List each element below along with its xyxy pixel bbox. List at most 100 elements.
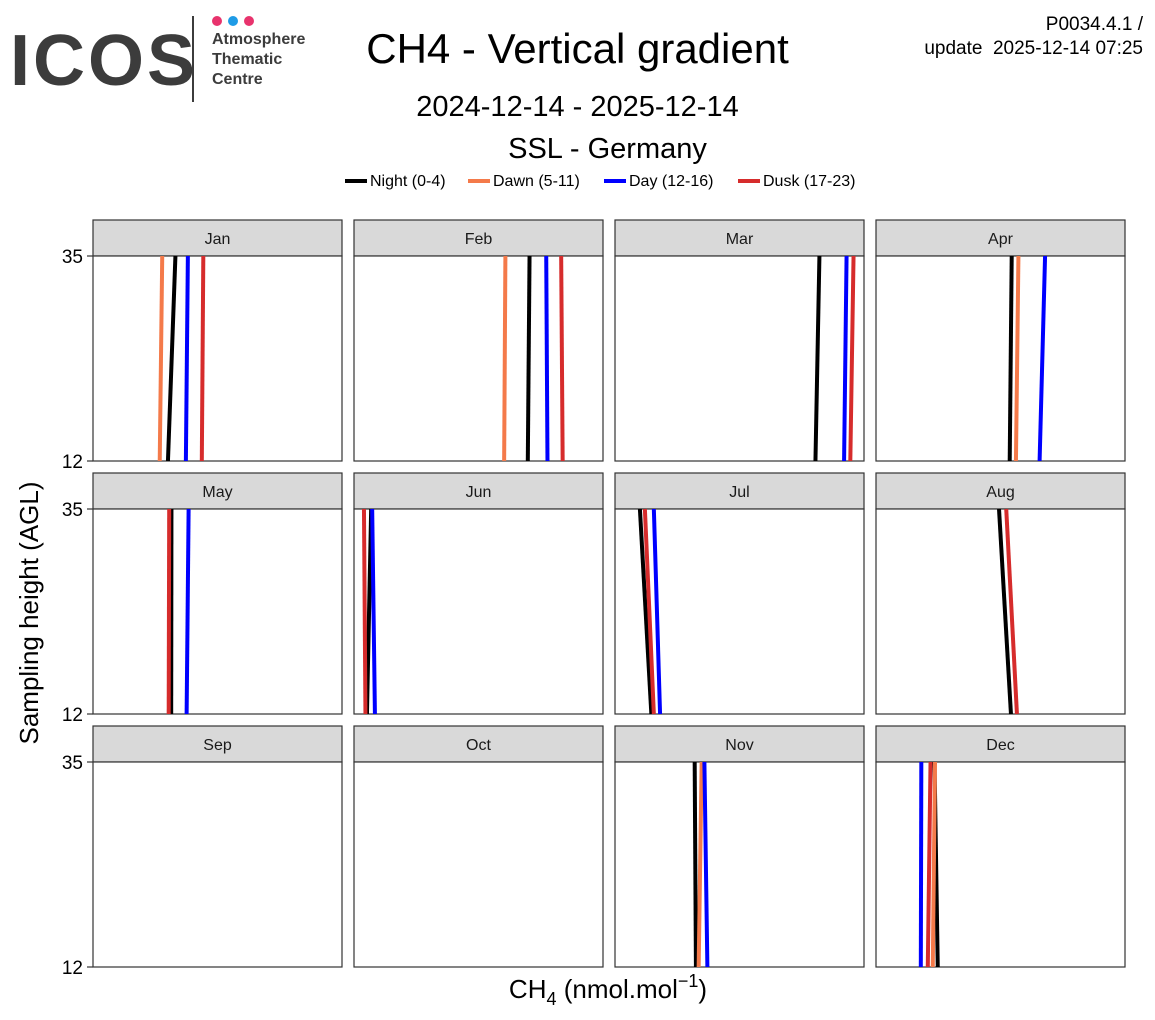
series-line — [692, 761, 698, 968]
logo-line-3: Centre — [212, 71, 263, 88]
series-line — [702, 761, 710, 968]
facet-strip — [92, 219, 343, 257]
series-line — [184, 508, 191, 715]
legend-label: Dusk (17-23) — [763, 173, 856, 190]
chart-header: ICOS Atmosphere Thematic Centre CH4 - Ve… — [0, 0, 1155, 200]
series-line — [637, 508, 654, 715]
facet-panel — [92, 761, 343, 968]
facet-panel — [353, 508, 604, 715]
facet-strip — [614, 219, 865, 257]
series-line — [502, 255, 508, 462]
series-line — [997, 508, 1013, 715]
legend-item: Dawn (5-11) — [468, 170, 580, 194]
logo-dot — [244, 16, 254, 26]
date-range: 2024-12-14 - 2025-12-14 — [416, 91, 739, 123]
series-line — [183, 255, 190, 462]
series-line — [364, 508, 374, 715]
series-line — [1007, 255, 1014, 462]
facet-panel — [353, 761, 604, 968]
facet-label: Oct — [466, 737, 491, 754]
series-line — [157, 255, 165, 462]
facet-strip — [353, 472, 604, 510]
logo-dots-icon — [212, 16, 262, 28]
facet-strip — [614, 725, 865, 763]
series-line — [361, 508, 368, 715]
facet-strip — [875, 219, 1126, 257]
legend-label: Day (12-16) — [629, 173, 714, 190]
series-line — [842, 255, 849, 462]
facet-panel — [614, 761, 865, 968]
facet-label: Sep — [203, 737, 232, 754]
series-line — [651, 508, 663, 715]
series-line — [848, 255, 856, 462]
facet-label: Apr — [988, 231, 1014, 248]
logo-subtitle: Atmosphere Thematic Centre — [212, 30, 305, 90]
legend-label: Dawn (5-11) — [493, 173, 580, 190]
series-line — [925, 761, 933, 968]
legend-item: Night (0-4) — [345, 170, 446, 194]
facet-label: Jun — [466, 484, 492, 501]
facet-panel — [92, 255, 343, 462]
series-line — [199, 255, 206, 462]
y-tick-label: 35 — [62, 753, 83, 774]
logo-wordmark: ICOS — [10, 21, 199, 101]
logo-dot — [212, 16, 222, 26]
series-line — [813, 255, 822, 462]
y-tick-label: 35 — [62, 247, 83, 268]
legend-swatch — [468, 178, 490, 183]
series-line — [544, 255, 550, 462]
legend-swatch — [604, 178, 626, 183]
update-timestamp: update 2025-12-14 07:25 — [924, 38, 1143, 59]
facet-panel — [875, 255, 1126, 462]
logo-dot — [228, 16, 238, 26]
x-axis-label-part: ) — [698, 974, 707, 1004]
legend-swatch — [738, 178, 760, 183]
facet-strip — [353, 725, 604, 763]
y-tick-label: 12 — [62, 452, 83, 473]
series-line — [696, 761, 704, 968]
facet-strip — [92, 472, 343, 510]
facet-panel — [353, 255, 604, 462]
x-axis-label-part: −1 — [678, 971, 699, 991]
facet-panel — [92, 508, 343, 715]
y-tick-label: 35 — [62, 500, 83, 521]
series-line — [642, 508, 656, 715]
x-axis-label-part: 4 — [546, 989, 556, 1009]
chart-legend: Night (0-4) Dawn (5-11) Day (12-16) Dusk (1… — [0, 170, 1155, 194]
logo-line-2: Thematic — [212, 51, 283, 68]
facet-label: Nov — [725, 737, 753, 754]
x-axis-label-part: CH — [509, 974, 547, 1004]
station-name: SSL - Germany — [508, 133, 707, 165]
facet-label: Feb — [465, 231, 493, 248]
series-line — [1004, 508, 1019, 715]
icos-logo: ICOS Atmosphere Thematic Centre — [10, 14, 330, 106]
legend-swatch — [345, 178, 367, 183]
series-line — [370, 508, 377, 715]
product-code: P0034.4.1 / — [1045, 14, 1143, 35]
x-axis-label-part: (nmol.mol — [557, 974, 678, 1004]
facet-label: Mar — [726, 231, 754, 248]
series-line — [930, 761, 938, 968]
series-line — [525, 255, 532, 462]
facet-label: Jan — [205, 231, 231, 248]
series-line — [165, 255, 178, 462]
legend-item: Day (12-16) — [604, 170, 713, 194]
series-line — [1037, 255, 1048, 462]
series-line — [559, 255, 565, 462]
legend-label: Night (0-4) — [370, 173, 446, 190]
facet-label: Dec — [986, 737, 1014, 754]
chart-title: CH4 - Vertical gradient — [366, 25, 789, 72]
facet-panel — [614, 255, 865, 462]
series-line — [1013, 255, 1021, 462]
y-tick-label: 12 — [62, 958, 83, 979]
x-axis-label: CH4 (nmol.mol−1) — [509, 971, 707, 1009]
facet-label: Aug — [986, 484, 1014, 501]
logo-divider — [192, 16, 194, 102]
y-tick-label: 12 — [62, 705, 83, 726]
facet-label: May — [202, 484, 232, 501]
facet-label: Jul — [729, 484, 749, 501]
y-axis-label: Sampling height (AGL) — [14, 481, 44, 744]
legend-item: Dusk (17-23) — [738, 170, 855, 194]
logo-line-1: Atmosphere — [212, 31, 306, 48]
